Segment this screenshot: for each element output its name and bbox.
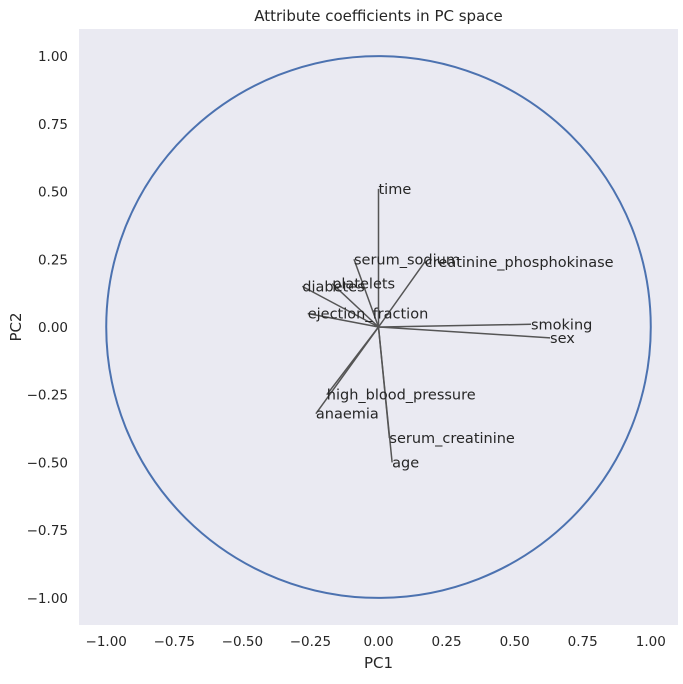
- x-tick-label: −1.00: [86, 634, 127, 650]
- vector-sex: [378, 326, 551, 339]
- vector-label-creatinine_phosphokinase: creatinine_phosphokinase: [425, 255, 614, 271]
- vector-label-time: time: [379, 182, 412, 198]
- vector-smoking: [378, 323, 531, 328]
- y-tick-label: −0.25: [27, 388, 68, 404]
- y-tick-labels: −1.00 −0.75 −0.50 −0.25 0.00 0.25 0.50 0.75 1.00: [27, 49, 68, 607]
- y-tick-label: −0.50: [27, 455, 68, 471]
- vector-label-high_blood_pressure: high_blood_pressure: [327, 388, 476, 404]
- x-tick-labels: −1.00 −0.75 −0.50 −0.25 0.00 0.25 0.50 0.75 1.00: [86, 634, 666, 650]
- x-tick-label: −0.50: [222, 634, 263, 650]
- vector-label-serum_sodium: serum_sodium: [354, 252, 460, 268]
- vector-label-platelets: platelets: [332, 277, 395, 293]
- vector-platelets: [331, 283, 380, 328]
- unit-circle: [105, 55, 652, 599]
- x-axis-title: PC1: [364, 654, 393, 672]
- y-tick-label: −0.75: [27, 523, 68, 539]
- x-tick-label: −0.25: [290, 634, 331, 650]
- chart-title: Attribute coefficients in PC space: [254, 7, 503, 25]
- vector-label-diabetes: diabetes: [302, 279, 364, 295]
- x-tick-label: 0.25: [432, 634, 462, 650]
- vector-label-age: age: [392, 455, 419, 471]
- y-tick-label: 0.75: [38, 117, 68, 133]
- vector-label-anaemia: anaemia: [316, 407, 379, 423]
- vector-ejection_fraction: [307, 312, 379, 328]
- plot-area: time serum_sodiumcreatinine_phosphokinase…: [105, 55, 652, 599]
- x-tick-label: 0.75: [568, 634, 598, 650]
- y-tick-label: −1.00: [27, 591, 68, 607]
- x-tick-label: 0.00: [363, 634, 393, 650]
- x-tick-label: 0.50: [500, 634, 530, 650]
- y-axis-title: PC2: [7, 312, 25, 341]
- vector-anaemia: [315, 326, 380, 415]
- y-tick-label: 1.00: [38, 49, 68, 65]
- y-tick-label: 0.00: [38, 320, 68, 336]
- vector-label-ejection_fraction: ejection_fraction: [308, 306, 429, 322]
- vector-age: [377, 326, 393, 463]
- vector-label-smoking: smoking: [531, 317, 592, 333]
- x-tick-label: −0.75: [154, 634, 195, 650]
- x-tick-label: 1.00: [636, 634, 666, 650]
- vector-creatinine_phosphokinase: [377, 261, 426, 328]
- vector-serum_sodium: [353, 259, 380, 328]
- vector-label-sex: sex: [550, 331, 575, 347]
- vector-diabetes: [301, 285, 379, 328]
- vector-label-serum_creatinine: serum_creatinine: [389, 431, 515, 447]
- y-tick-label: 0.25: [38, 252, 68, 268]
- y-tick-label: 0.50: [38, 185, 68, 201]
